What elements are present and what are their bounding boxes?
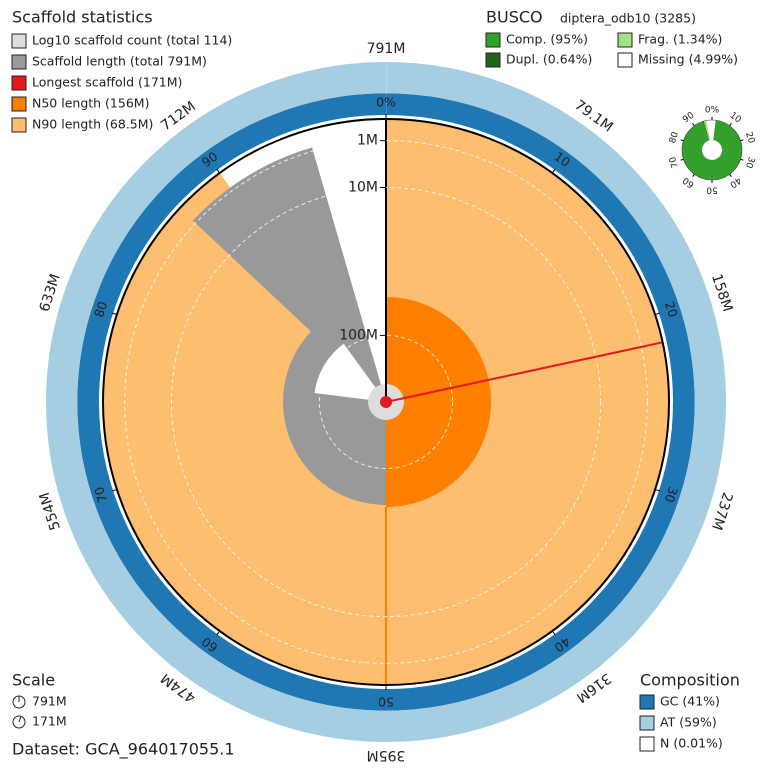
legend-label: N90 length (68.5M) (32, 117, 153, 132)
x-tick (654, 488, 661, 492)
busco-tick-label: 10 (728, 111, 743, 126)
busco-sector (682, 120, 743, 180)
x-tick-label: 80 (91, 299, 110, 319)
x-tick-label: 20 (662, 299, 681, 319)
scale-icon (18, 715, 22, 723)
busco-sector (702, 121, 710, 141)
composition-label: GC (41%) (660, 694, 720, 709)
chart-title: Scaffold statistics (12, 8, 153, 27)
longest-dot (380, 396, 392, 408)
busco-tick (692, 173, 695, 177)
legend-swatch (11, 96, 27, 112)
legend-swatch (11, 117, 27, 133)
x-tick (551, 630, 556, 636)
composition-swatch (639, 736, 655, 752)
legend-label: Log10 scaffold count (total 114) (32, 33, 232, 48)
busco-swatch (485, 52, 501, 68)
x-tick-label: 30 (662, 485, 681, 505)
busco-tick (729, 123, 732, 127)
longest-line (385, 341, 663, 403)
busco-label: Frag. (1.34%) (638, 32, 722, 47)
legend-swatch (11, 54, 27, 70)
busco-tick-label: 30 (743, 155, 756, 169)
busco-swatch (617, 52, 633, 68)
scale-label: 791M (32, 694, 67, 709)
busco-sector (706, 120, 716, 141)
x-tick (654, 312, 661, 316)
busco-swatch (485, 32, 501, 48)
busco-tick-label: 60 (681, 174, 696, 189)
busco-title: BUSCO (486, 8, 543, 27)
busco-tick (740, 158, 744, 161)
legend-label: N50 length (156M) (32, 96, 149, 111)
busco-tick-label: 70 (668, 155, 681, 169)
x2-tick-label: 395M (367, 747, 406, 763)
busco-tick-label: 80 (668, 131, 681, 145)
y-tick-label: 100M (339, 327, 378, 343)
busco-lineage: diptera_odb10 (3285) (560, 11, 696, 26)
busco-tick (740, 139, 744, 142)
x-tick-label: 70 (91, 485, 110, 505)
x-tick-label: 0% (376, 95, 396, 110)
busco-tick (729, 173, 732, 177)
legend-swatch (11, 33, 27, 49)
scale-title: Scale (12, 671, 55, 690)
busco-tick (680, 158, 684, 161)
busco-tick-label: 90 (681, 110, 696, 125)
composition-title: Composition (640, 671, 740, 690)
y-tick-label: 10M (348, 179, 378, 195)
legend-label: Longest scaffold (171M) (32, 75, 182, 90)
busco-tick (692, 123, 695, 127)
composition-swatch (639, 694, 655, 710)
composition-label: N (0.01%) (660, 736, 723, 751)
busco-tick-label: 50 (706, 185, 718, 195)
grid-line (318, 334, 454, 470)
busco-tick-label: 0% (705, 106, 720, 116)
x-tick (216, 630, 221, 636)
scale-icon (12, 715, 26, 729)
scaffold-length-area (192, 147, 386, 402)
x-tick (111, 312, 118, 316)
scaffold-length-area (283, 331, 386, 505)
legend-label: Scaffold length (total 791M) (32, 54, 207, 69)
composition-swatch (639, 715, 655, 731)
x-tick (216, 168, 221, 174)
y-tick-label: 1M (357, 133, 378, 149)
grid-line (124, 140, 648, 664)
n50-sector (386, 297, 491, 507)
busco-sector (703, 120, 711, 141)
scale-label: 171M (32, 714, 67, 729)
composition-label: AT (59%) (660, 715, 717, 730)
busco-label: Missing (4.99%) (638, 52, 738, 67)
busco-label: Dupl. (0.64%) (506, 52, 592, 67)
scaffold-length-area (314, 343, 386, 402)
x-tick (111, 488, 118, 492)
busco-tick-label: 40 (727, 175, 742, 190)
busco-label: Comp. (95%) (506, 32, 588, 47)
busco-tick (680, 139, 684, 142)
x-tick (551, 168, 556, 174)
legend-swatch (11, 75, 27, 91)
busco-tick-label: 20 (743, 131, 756, 145)
busco-swatch (617, 32, 633, 48)
x2-tick-label: 791M (367, 41, 406, 57)
x-tick-label: 50 (378, 695, 394, 710)
dataset-label: Dataset: GCA_964017055.1 (12, 740, 235, 760)
